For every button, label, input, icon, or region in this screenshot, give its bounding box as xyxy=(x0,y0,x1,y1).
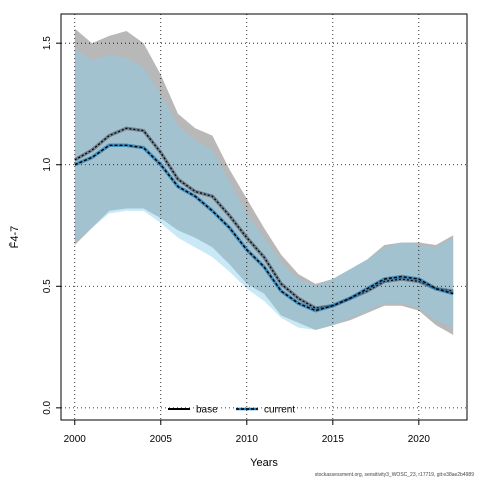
y-tick-label: 1.5 xyxy=(42,36,53,50)
y-tick-label: 0.0 xyxy=(42,400,53,414)
ci-band-current xyxy=(74,48,454,330)
plot-frame xyxy=(60,13,468,421)
x-tick-label: 2000 xyxy=(64,434,87,445)
x-axis-title: Years xyxy=(250,457,278,469)
y-tick-label: 1.0 xyxy=(42,157,53,171)
ci-bands xyxy=(74,28,454,335)
y-axis: 0.0 0.5 1.0 1.5 xyxy=(42,36,61,415)
y-tick-label: 0.5 xyxy=(42,279,53,293)
series-line-base xyxy=(74,127,454,309)
x-tick-label: 2020 xyxy=(408,434,431,445)
x-tick-label: 2010 xyxy=(236,434,259,445)
y-axis-title: F̄4-7 xyxy=(8,226,21,249)
footer-source: stockassessment.org, sensitivity3_WOSC_2… xyxy=(314,472,474,478)
legend: base current xyxy=(168,405,295,416)
x-tick-label: 2015 xyxy=(322,434,345,445)
x-axis: 2000 2005 2010 2015 2020 xyxy=(64,420,431,445)
legend-label-base: base xyxy=(196,405,218,416)
series-line-current xyxy=(74,144,454,312)
series-lines xyxy=(73,126,454,313)
x-tick-label: 2005 xyxy=(150,434,173,445)
ci-band-base xyxy=(74,28,454,335)
legend-label-current: current xyxy=(264,405,295,416)
